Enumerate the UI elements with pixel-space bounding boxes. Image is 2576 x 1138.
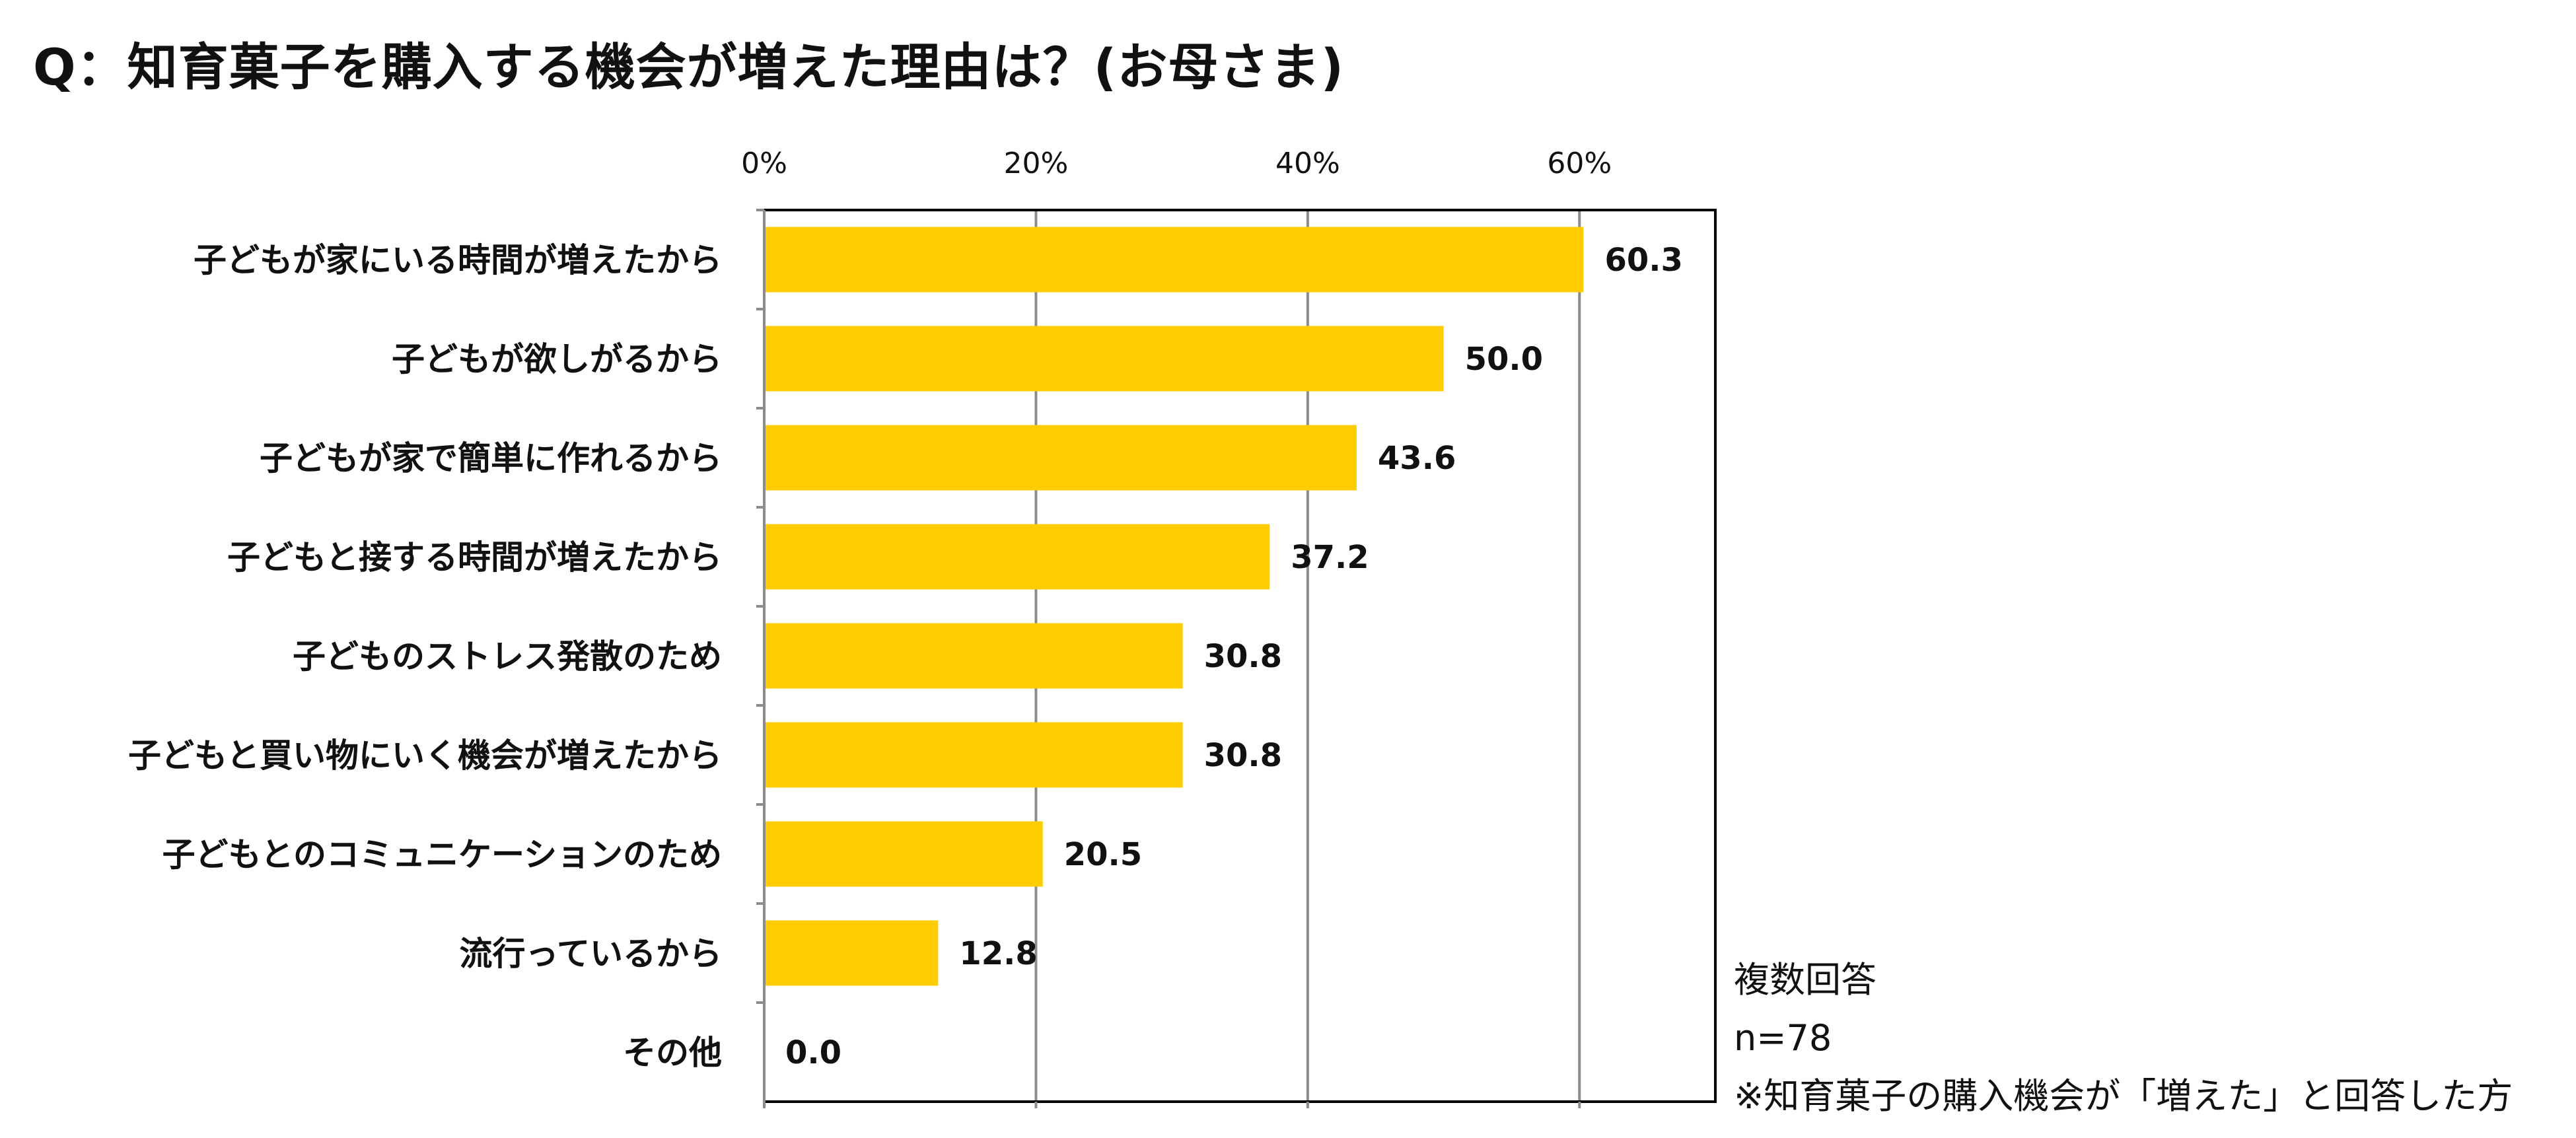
chart-title: Q：知育菓子を購入する機会が増えた理由は？(お母さま) bbox=[33, 38, 1345, 96]
value-label: 30.8 bbox=[1204, 737, 1282, 774]
value-labels: 60.3 50.0 43.6 37.2 30.8 30.8 20.5 12.8 0.0 bbox=[785, 242, 1683, 1071]
x-tick-label: 40% bbox=[1275, 147, 1340, 180]
category-label: 子どものストレス発散のため bbox=[293, 637, 722, 676]
value-label: 50.0 bbox=[1465, 341, 1543, 378]
category-label: 流行っているから bbox=[460, 935, 723, 973]
x-axis-ticks: 0% 20% 40% 60% bbox=[741, 147, 1612, 180]
bar bbox=[764, 524, 1270, 590]
value-label: 43.6 bbox=[1378, 440, 1456, 477]
bar bbox=[764, 425, 1357, 491]
multiple-answers-note: 複数回答 bbox=[1734, 959, 1877, 1001]
value-label: 30.8 bbox=[1204, 638, 1282, 675]
sample-size-note: n=78 bbox=[1734, 1017, 1832, 1059]
category-label: 子どもと接する時間が増えたから bbox=[227, 538, 722, 577]
category-labels: 子どもが家にいる時間が増えたから子どもが欲しがるから子どもが家で簡単に作れるから… bbox=[128, 241, 722, 1072]
bars bbox=[764, 227, 1584, 986]
value-label: 12.8 bbox=[959, 935, 1037, 972]
plot-frame bbox=[756, 209, 1717, 1108]
bar bbox=[764, 722, 1183, 788]
category-label: 子どもとのコミュニケーションのため bbox=[162, 836, 723, 874]
bar bbox=[764, 326, 1444, 392]
category-label: 子どもが家にいる時間が増えたから bbox=[194, 241, 722, 279]
x-tick-label: 0% bbox=[741, 147, 787, 180]
category-label: 子どもが欲しがるから bbox=[392, 340, 722, 378]
value-label: 20.5 bbox=[1064, 836, 1142, 873]
chart-notes: 複数回答 n=78 ※知育菓子の購入機会が「増えた」と回答した方 bbox=[1734, 951, 2513, 1125]
value-label: 0.0 bbox=[785, 1034, 841, 1071]
bar bbox=[764, 821, 1043, 887]
respondents-note: ※知育菓子の購入機会が「増えた」と回答した方 bbox=[1734, 1075, 2513, 1117]
bar bbox=[764, 623, 1183, 689]
x-tick-label: 20% bbox=[1004, 147, 1069, 180]
value-label: 60.3 bbox=[1604, 242, 1682, 279]
category-label: 子どもが家で簡単に作れるから bbox=[260, 439, 722, 478]
x-tick-label: 60% bbox=[1547, 147, 1612, 180]
category-label: 子どもと買い物にいく機会が増えたから bbox=[128, 736, 722, 775]
category-label: その他 bbox=[623, 1034, 722, 1072]
bar bbox=[764, 227, 1584, 293]
value-label: 37.2 bbox=[1291, 539, 1369, 576]
bar bbox=[764, 920, 939, 986]
